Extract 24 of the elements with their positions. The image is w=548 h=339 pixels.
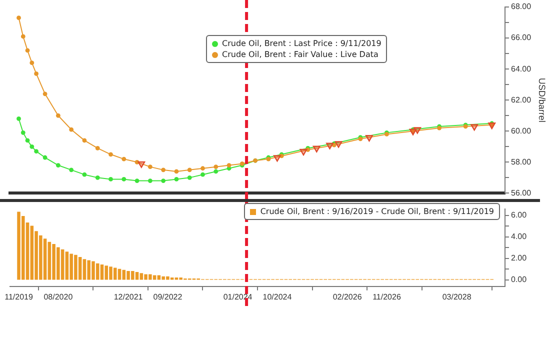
x-tick-label: 09/2022 [153, 292, 183, 302]
legend-label: Crude Oil, Brent : 9/16/2019 - Crude Oil, Brent : 9/11/2019 [259, 206, 494, 217]
x-tick-label: 08/2020 [44, 292, 74, 302]
y-tick-label: 58.00 [511, 157, 532, 166]
legend-label: Crude Oil, Brent : Fair Value : Live Data [221, 49, 380, 60]
x-tick-label: 11/2019 [4, 292, 34, 302]
x-tick-label: 12/2021 [114, 292, 144, 302]
x-tick-label: 03/2028 [442, 292, 472, 302]
y-tick-label: 66.00 [511, 33, 532, 42]
x-tick-label: 11/2026 [372, 292, 402, 302]
y-tick-label: 6.00 [511, 210, 528, 220]
y-tick-label: 62.00 [511, 95, 532, 104]
y-tick-label: 60.00 [511, 126, 532, 136]
y-axis-title: USD/barrel [537, 78, 548, 122]
y-tick-label: 64.00 [511, 64, 532, 74]
y-tick-label: 68.00 [511, 2, 532, 12]
y-tick-label: 56.00 [511, 188, 532, 198]
y-tick-label: 0.00 [511, 275, 528, 284]
x-tick-label: 02/2026 [332, 292, 362, 302]
x-tick-label: 01/2024 [223, 292, 253, 302]
legend-label: Crude Oil, Brent : Last Price : 9/11/2019 [221, 38, 382, 49]
y-tick-label: 4.00 [511, 232, 528, 242]
y-tick-label: 2.00 [511, 254, 528, 263]
x-tick-label: 10/2024 [262, 292, 292, 302]
